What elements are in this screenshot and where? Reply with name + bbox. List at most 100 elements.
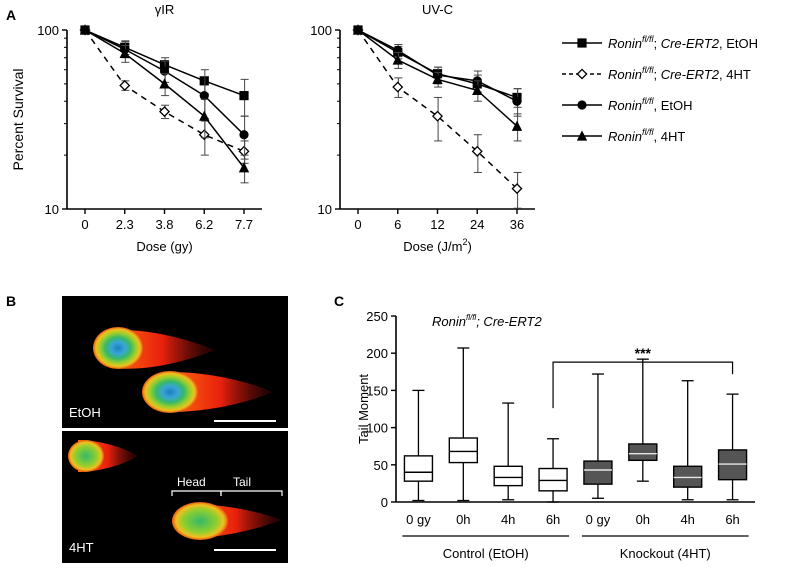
tail-box-7 [717,449,748,481]
legend-marker-3 [576,130,588,141]
uvc-point-s1-1 [392,81,404,93]
gamma-point-s3-0 [79,24,91,35]
gamma-point-s3-2 [159,78,170,89]
legend-label-1: Roninfl/fl; Cre-ERT2, 4HT [608,65,751,82]
comet-etoh-1 [93,327,215,369]
uvc-xtick-label-1: 6 [394,217,401,232]
uvc-series-line-2 [357,29,518,102]
tail-xtick-label-5: 0h [636,512,650,527]
legend-marker-0 [577,38,587,48]
significance-bracket [552,361,734,409]
tail-xtick-label-2: 4h [501,512,515,527]
gamma-ytick-label-0: 100 [37,23,59,38]
uvc-ytick-label-1: 10 [318,202,332,217]
panel-label-c: C [334,293,344,309]
tail-box-3 [538,467,568,492]
gamma-xtick-label-0: 0 [81,217,88,232]
gamma-point-s2-4 [239,130,249,140]
tail-ytick-label-1: 50 [374,458,388,473]
uvc-point-s1-3 [471,145,483,157]
legend: Roninfl/fl; Cre-ERT2, EtOH Roninfl/fl; Cr… [562,34,758,144]
gamma-ylabel: Percent Survival [10,69,26,171]
uvc-title: UV-C [422,2,453,17]
uvc-xtick-label-3: 24 [470,217,484,232]
gamma-point-s3-1 [119,47,130,59]
legend-marker-2 [577,100,587,110]
legend-label-2: Roninfl/fl, EtOH [608,96,693,113]
gamma-point-s1-4 [238,145,250,157]
gamma-xlabel: Dose (gy) [136,239,192,254]
tail-label: Tail [233,475,251,489]
gamma-point-s2-3 [199,91,209,101]
tail-box-0 [403,455,434,482]
comet-label-4ht: 4HT [69,540,94,555]
tail-ylabel: Tail Moment [356,374,371,444]
tail-ytick-label-3: 150 [366,383,388,398]
tail-xtick-label-3: 6h [546,512,560,527]
tail-moment-boxplot: 0 50 100 150 200 250 Tail Moment Roninfl/fl; Cr… [356,309,755,561]
uvc-point-s3-0 [352,24,364,35]
gamma-point-s1-1 [119,79,131,91]
gamma-point-s1-3 [198,129,210,141]
tail-xtick-label-1: 0h [456,512,470,527]
tail-group-label-0: Control (EtOH) [443,546,529,561]
uvc-point-s2-1 [393,45,403,55]
tail-ytick-label-0: 0 [381,495,388,510]
uvc-point-s2-4 [512,96,522,106]
gamma-point-s2-2 [159,66,170,76]
tail-xtick-label-0: 0 gy [406,512,431,527]
tail-ytick-label-4: 200 [366,346,388,361]
gamma-xtick-label-4: 7.7 [235,217,253,232]
tail-box-4 [583,460,613,485]
gamma-point-s3-3 [199,110,210,121]
uvc-ytick-label-0: 100 [310,23,332,38]
gamma-xtick-label-1: 2.3 [116,217,134,232]
comet-assay-panel: EtOH 4HT Head Tail [62,296,288,563]
tail-group-label-1: Knockout (4HT) [620,546,711,561]
tail-box-2 [493,465,523,487]
gamma-series-line-1 [84,29,245,153]
comet-label-etoh: EtOH [69,405,101,420]
tail-box-6 [672,465,703,488]
tail-xtick-label-7: 6h [725,512,739,527]
uvc-xtick-label-0: 0 [354,217,361,232]
gamma-point-s1-2 [158,106,171,118]
uvc-xtick-label-4: 36 [510,217,524,232]
uvc-xlabel: Dose (J/m2) [403,237,472,254]
uvc-point-s3-1 [392,54,403,65]
tail-xtick-label-6: 4h [680,512,694,527]
gamma-xtick-label-2: 3.8 [155,217,173,232]
tail-ytick-label-2: 100 [366,421,388,436]
uvc-point-s3-3 [472,84,483,95]
gamma-point-s0-2 [159,60,170,70]
tail-ytick-label-5: 250 [366,309,388,324]
gamma-point-s0-3 [199,76,209,86]
uvc-point-s1-4 [511,183,523,195]
tail-xtick-label-4: 0 gy [586,512,611,527]
uvc-point-s3-4 [511,120,523,131]
gamma-point-s3-4 [238,162,250,173]
gamma-ytick-label-1: 10 [45,202,59,217]
uvc-xtick-label-2: 12 [430,217,444,232]
tail-title: Roninfl/fl; Cre-ERT2 [432,313,542,329]
legend-marker-1 [576,68,588,80]
comet-4ht-1 [68,440,138,472]
uvc-point-s1-2 [431,110,444,122]
uvc-series-line-1 [357,29,518,190]
tail-box-5 [628,443,658,462]
panel-label-a: A [6,7,16,23]
gamma-title: γIR [155,2,175,17]
legend-label-3: Roninfl/fl, 4HT [608,127,685,144]
tail-box-1 [448,437,479,464]
gamma-series-line-3 [84,29,245,169]
significance-label: *** [635,345,652,361]
head-label: Head [177,475,206,489]
comet-etoh-2 [142,371,272,413]
comet-4ht-2 [172,502,282,540]
gamma-point-s0-4 [239,91,249,101]
panel-label-b: B [6,293,16,309]
gamma-xtick-label-3: 6.2 [195,217,213,232]
